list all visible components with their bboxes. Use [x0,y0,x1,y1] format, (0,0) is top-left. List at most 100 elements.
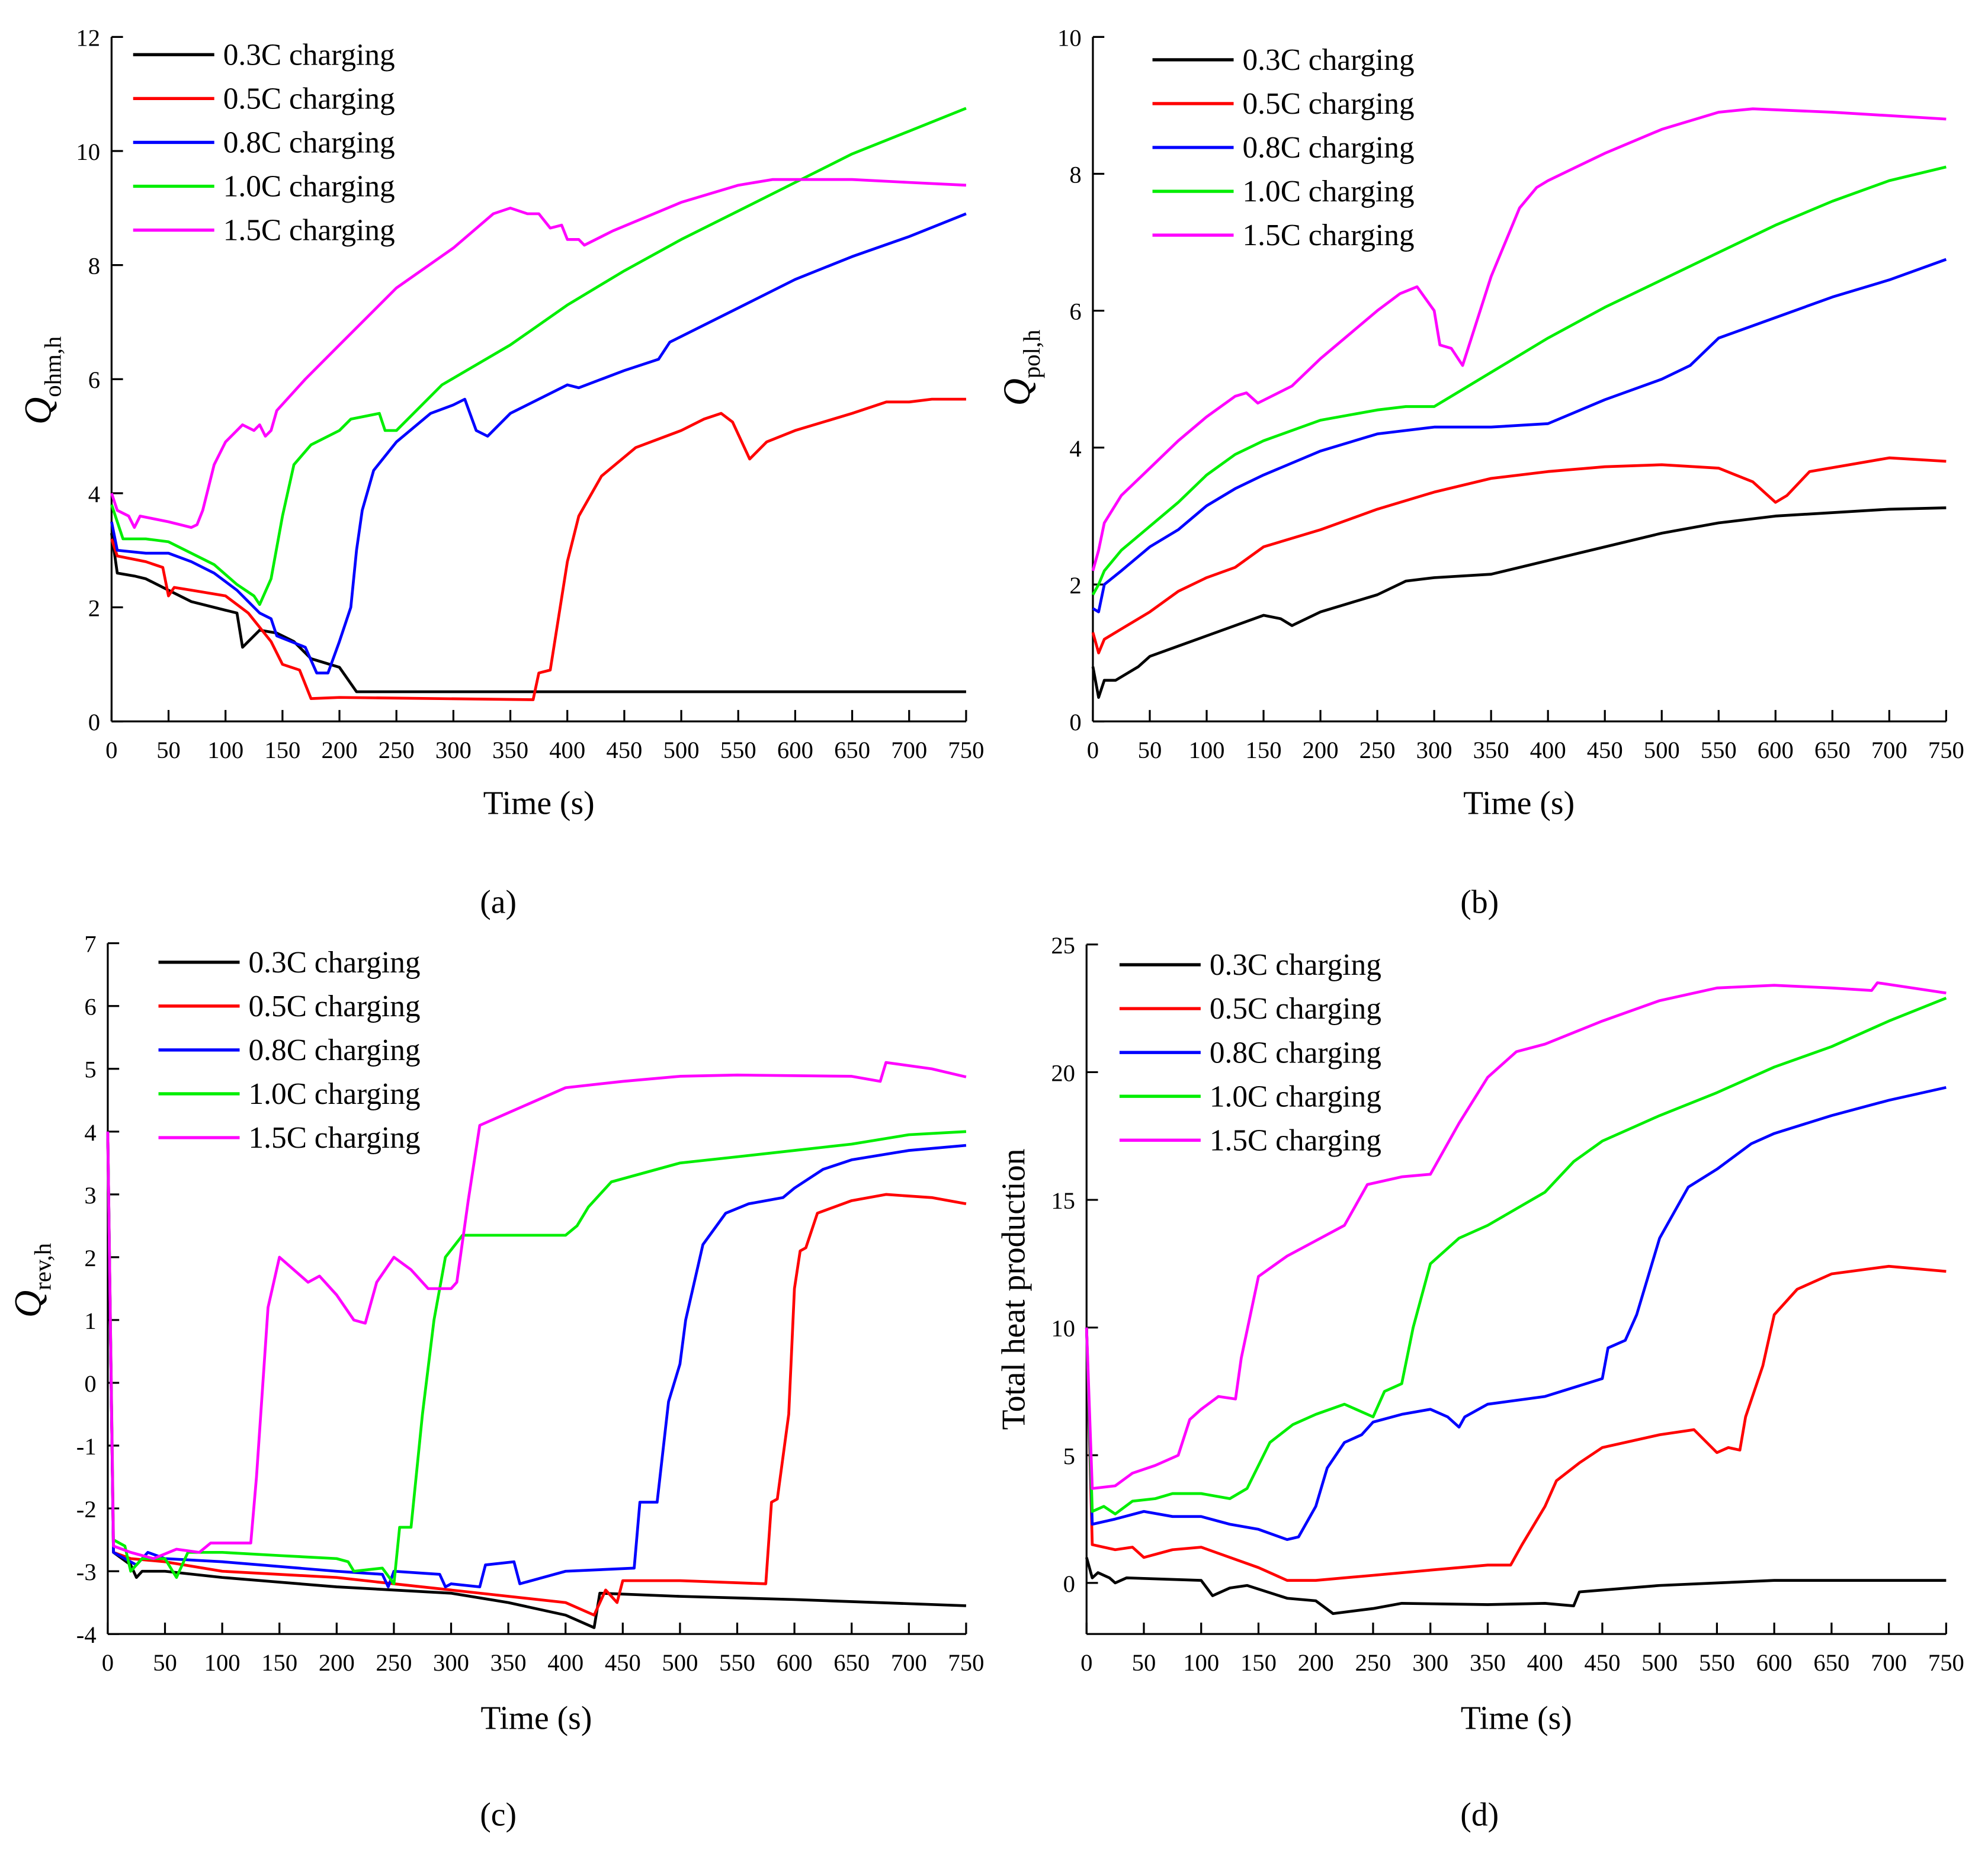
y-tick-label: 8 [88,253,100,280]
series-line-0.5C [1085,1264,1947,1582]
x-tick-label: 50 [153,1649,177,1676]
x-tick-label: 650 [834,737,870,763]
x-tick-label: 400 [547,1649,583,1676]
x-tick-label: 350 [1473,737,1509,763]
series-line-1.5C [106,1061,967,1560]
chart-panel-c: 0 50 100 150 200 250 300 350 400 450 500 550 600 650 7… [7,931,984,1833]
series-line-0.5C [110,397,966,701]
x-tick-label: 650 [1813,1649,1849,1676]
x-tick-label: 100 [204,1649,241,1676]
series-line-1.5C [1085,981,1947,1490]
legend-label: 0.5C charging [1242,87,1414,121]
legend-label: 0.8C charging [1210,1036,1381,1070]
y-tick-label: 8 [1069,162,1081,188]
x-tick-label: 550 [1701,737,1737,763]
x-tick-label: 100 [207,737,243,763]
series-line-1.0C [110,107,967,606]
x-tick-label: 750 [948,737,984,763]
x-tick-label: 300 [433,1649,469,1676]
x-tick-label: 500 [1644,737,1680,763]
x-tick-label: 750 [1928,1649,1964,1676]
y-tick-label: 5 [84,1057,96,1083]
y-axis-title: Qrev,h [7,1243,56,1318]
legend-label: 0.8C charging [1242,131,1414,165]
y-axis-title-main: Q [7,1290,49,1318]
legend-label: 0.3C charging [223,38,395,72]
y-tick-label: 12 [76,24,100,51]
x-tick-label: 450 [1584,1649,1620,1676]
x-axis-title: Time (s) [1463,785,1575,821]
y-tick-label: 2 [84,1245,96,1271]
y-tick-label: 7 [84,931,96,958]
series-line-0.8C [110,212,967,675]
x-tick-label: 450 [606,737,642,763]
legend-label: 0.8C charging [249,1033,421,1067]
y-tick-label: 10 [1051,1315,1075,1342]
series-line-0.3C [1085,1557,1947,1616]
series-line-0.3C [110,532,966,693]
x-tick-label: 250 [1355,1649,1391,1676]
x-axis-title: Time (s) [1461,1700,1572,1737]
legend-label: 1.5C charging [223,214,395,248]
x-tick-label: 200 [319,1649,355,1676]
y-tick-label: 25 [1051,932,1075,959]
x-tick-label: 700 [1871,1649,1907,1676]
x-tick-label: 400 [1527,1649,1563,1676]
x-tick-label: 700 [1871,737,1907,763]
y-tick-label: 15 [1051,1187,1075,1214]
y-tick-label: 6 [1069,298,1081,325]
y-axis-title-main: Q [17,397,59,425]
x-tick-label: 350 [492,737,528,763]
y-axis-title: Qpol,h [996,330,1045,406]
x-tick-label: 750 [948,1649,984,1676]
x-tick-label: 700 [891,737,927,763]
series-line-0.5C [1091,456,1947,654]
x-tick-label: 650 [833,1649,870,1676]
y-axis-title: Qohm,h [17,336,66,425]
panel-label: (d) [1460,1796,1499,1833]
x-tick-label: 0 [105,737,117,763]
x-tick-label: 250 [1359,737,1396,763]
x-tick-label: 350 [490,1649,527,1676]
series-line-0.8C [1085,1086,1947,1542]
y-tick-label: 10 [76,139,100,165]
x-tick-label: 750 [1928,737,1964,763]
x-tick-label: 600 [777,1649,813,1676]
y-tick-label: 20 [1051,1059,1075,1086]
y-tick-label: 4 [84,1119,96,1146]
y-tick-label: 1 [84,1308,96,1334]
x-tick-label: 500 [663,737,700,763]
series-line-1.0C [106,1130,967,1585]
x-axis-title: Time (s) [483,785,595,821]
y-axis-title-main: Q [996,378,1038,406]
legend-label: 0.5C charging [249,990,421,1023]
legend-label: 0.3C charging [1210,948,1381,982]
legend-label: 0.8C charging [223,126,395,160]
panel-label: (a) [480,884,517,920]
y-tick-label: 4 [88,481,100,508]
y-tick-label: -2 [76,1496,97,1523]
legend-label: 0.5C charging [223,82,395,116]
y-tick-label: 6 [88,367,100,393]
x-tick-label: 450 [1587,737,1623,763]
x-tick-label: 50 [1138,737,1162,763]
x-tick-label: 300 [1416,737,1452,763]
x-tick-label: 500 [662,1649,698,1676]
x-tick-label: 450 [605,1649,641,1676]
y-axis-title-subscript: pol,h [1018,330,1045,378]
series-line-1.5C [110,178,967,529]
legend-label: 0.5C charging [1210,992,1381,1026]
chart-panel-a: 0 50 100 150 200 250 300 350 400 450 500 550 600 650 7… [17,24,985,920]
y-tick-label: 5 [1063,1443,1075,1469]
legend-label: 1.0C charging [249,1077,421,1111]
legend-label: 1.5C charging [1210,1123,1381,1157]
x-tick-label: 50 [1132,1649,1156,1676]
y-tick-label: 10 [1057,24,1082,51]
x-tick-label: 550 [720,737,756,763]
y-axis-title-subscript: rev,h [30,1243,56,1290]
y-axis-title: Total heat production [995,1149,1032,1430]
x-tick-label: 400 [1530,737,1566,763]
y-axis-title-subscript: ohm,h [40,336,66,397]
x-tick-label: 150 [1240,1649,1277,1676]
y-tick-label: 0 [84,1370,96,1397]
